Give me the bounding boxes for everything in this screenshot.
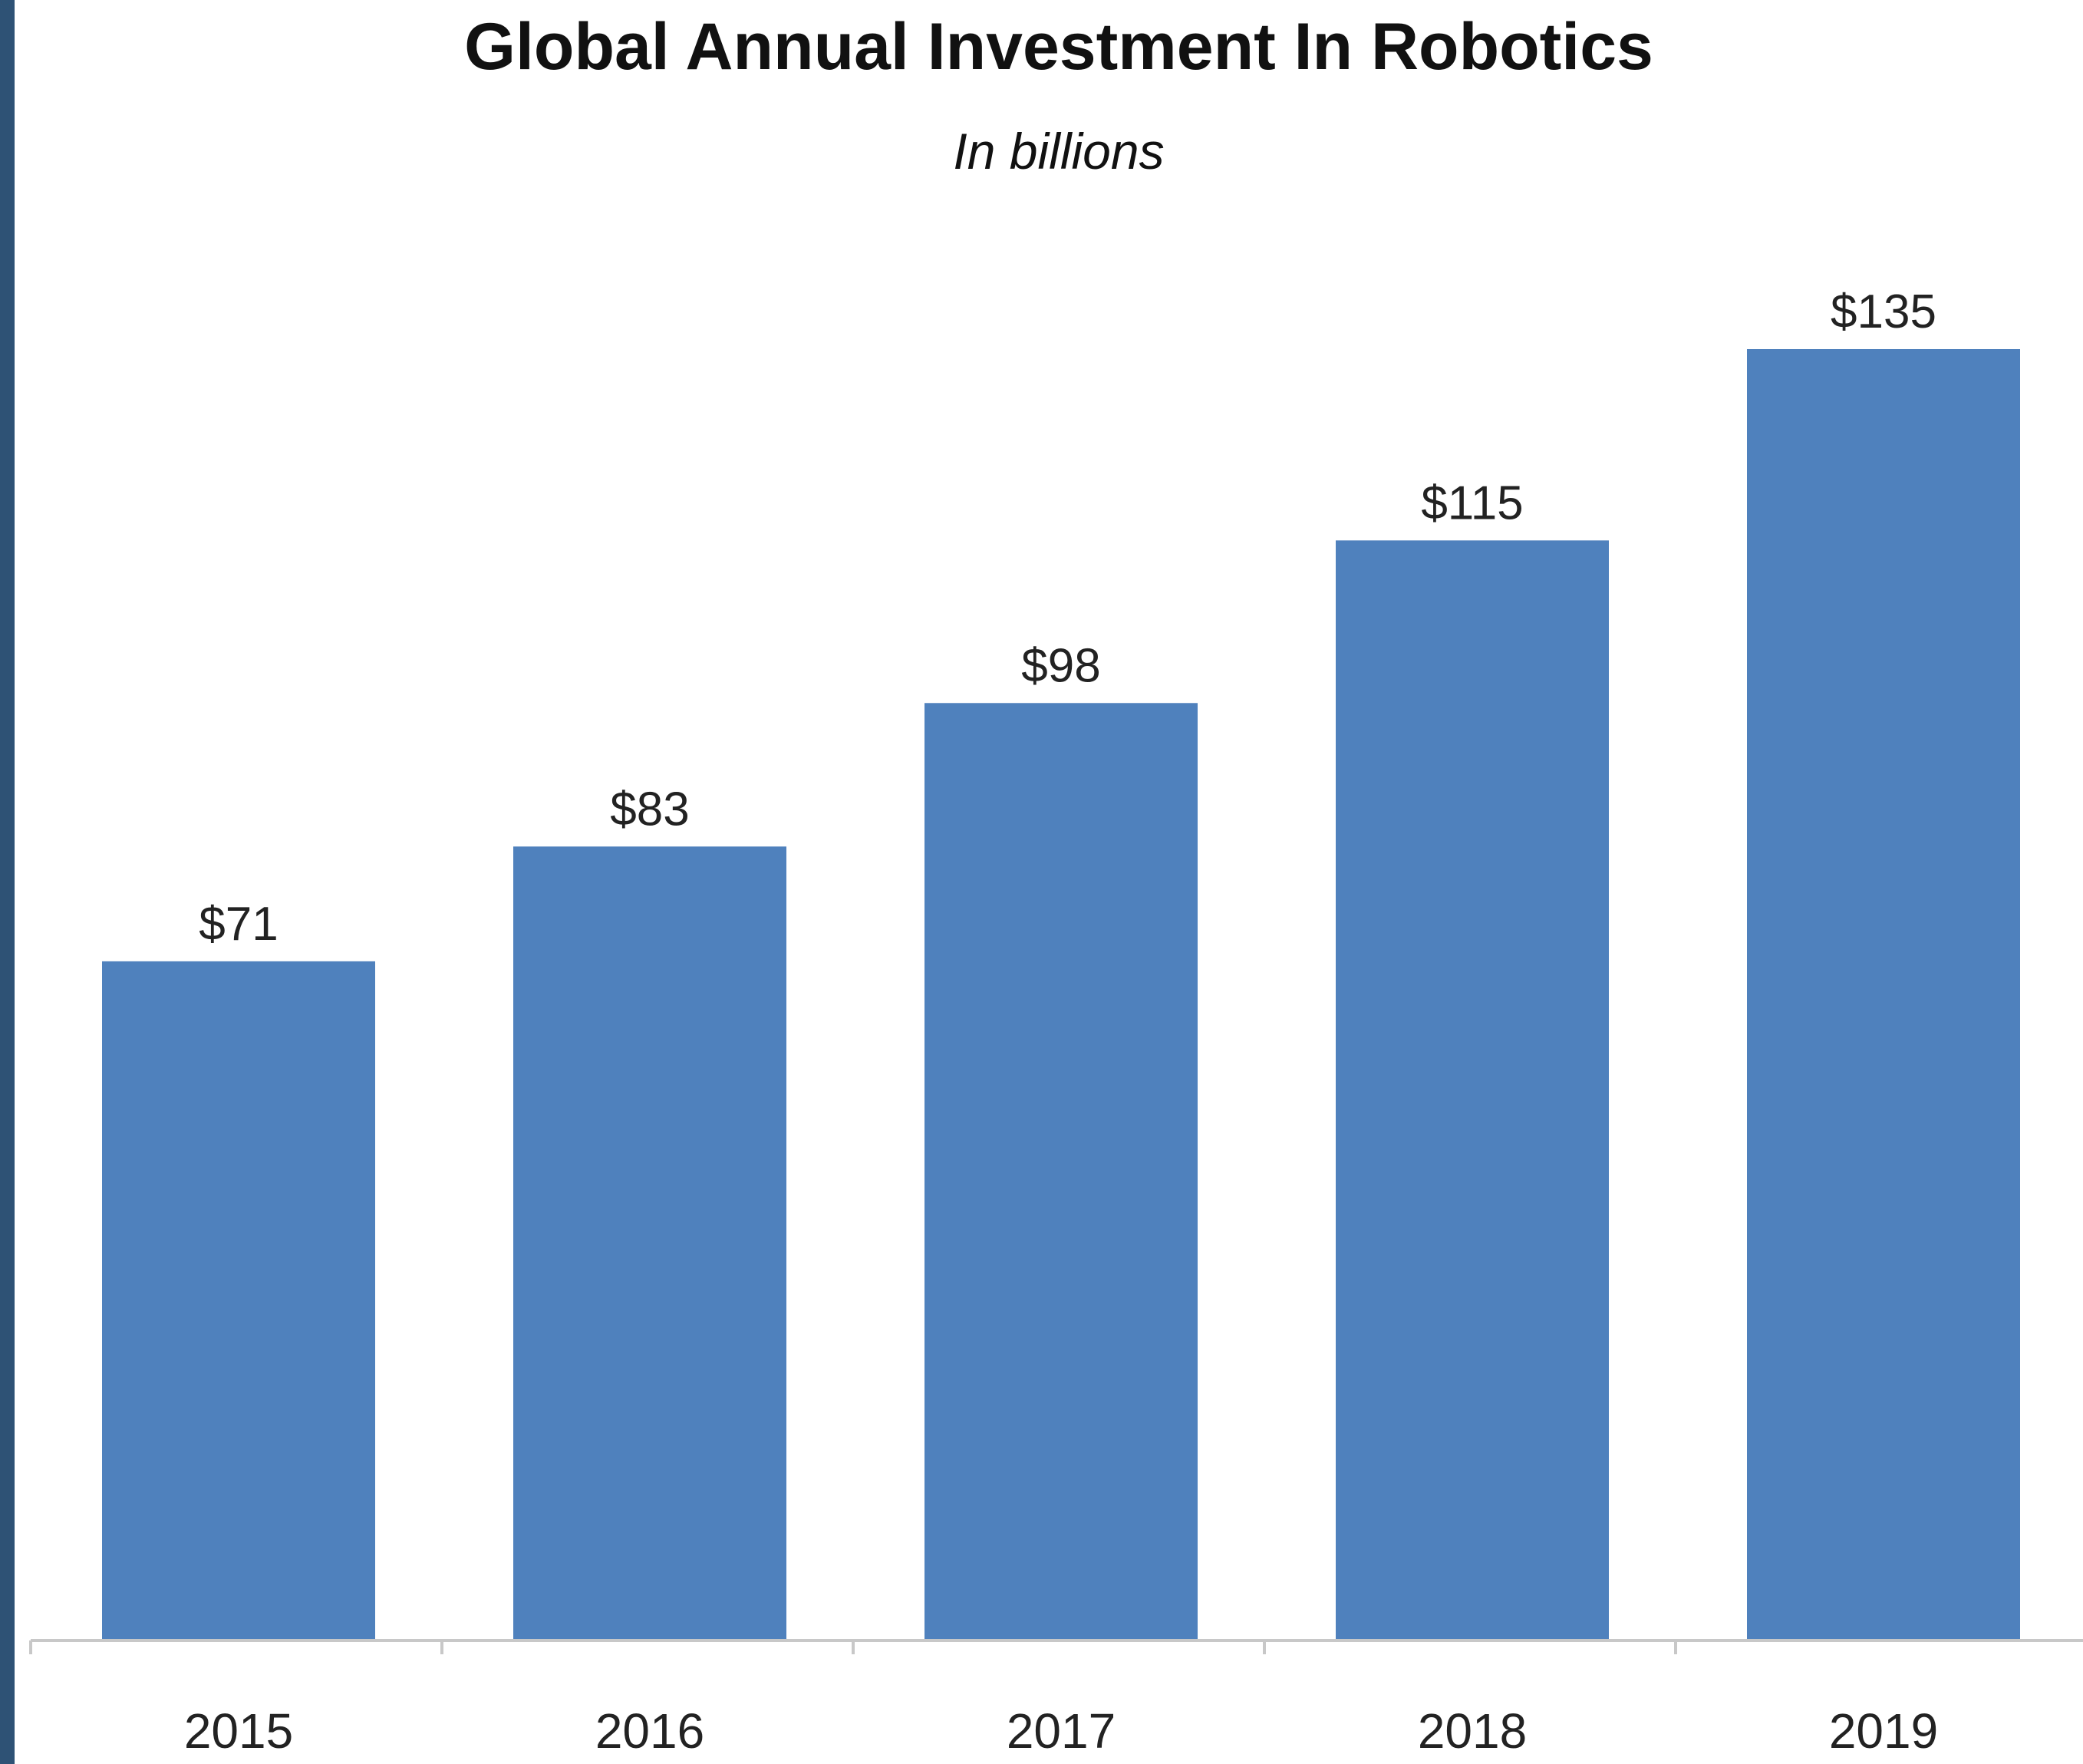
x-tick-labels-group: 2015 2016 2017 2018 2019 [184, 1703, 1938, 1759]
bars-group [102, 349, 2020, 1641]
data-label-2018: $115 [1421, 476, 1523, 529]
x-tick-label-2016: 2016 [595, 1703, 704, 1759]
x-tick-label-2018: 2018 [1418, 1703, 1527, 1759]
data-label-2016: $83 [610, 783, 689, 836]
bar-2015 [102, 961, 375, 1640]
data-label-2019: $135 [1831, 285, 1936, 338]
bar-2018 [1336, 540, 1609, 1641]
bar-2017 [924, 703, 1198, 1641]
x-axis-ticks [29, 1640, 1677, 1654]
left-border-stripe [0, 0, 15, 1764]
bar-2019 [1747, 349, 2020, 1640]
bar-2016 [513, 846, 786, 1640]
data-label-2015: $71 [199, 898, 278, 951]
x-tick-label-2017: 2017 [1007, 1703, 1116, 1759]
data-labels-group: $71 $83 $98 $115 $135 [199, 285, 1936, 951]
chart-subtitle: In billions [953, 123, 1164, 180]
x-tick-label-2019: 2019 [1829, 1703, 1938, 1759]
data-label-2017: $98 [1021, 639, 1100, 692]
x-tick-label-2015: 2015 [184, 1703, 293, 1759]
chart-title: Global Annual Investment In Robotics [464, 10, 1653, 84]
